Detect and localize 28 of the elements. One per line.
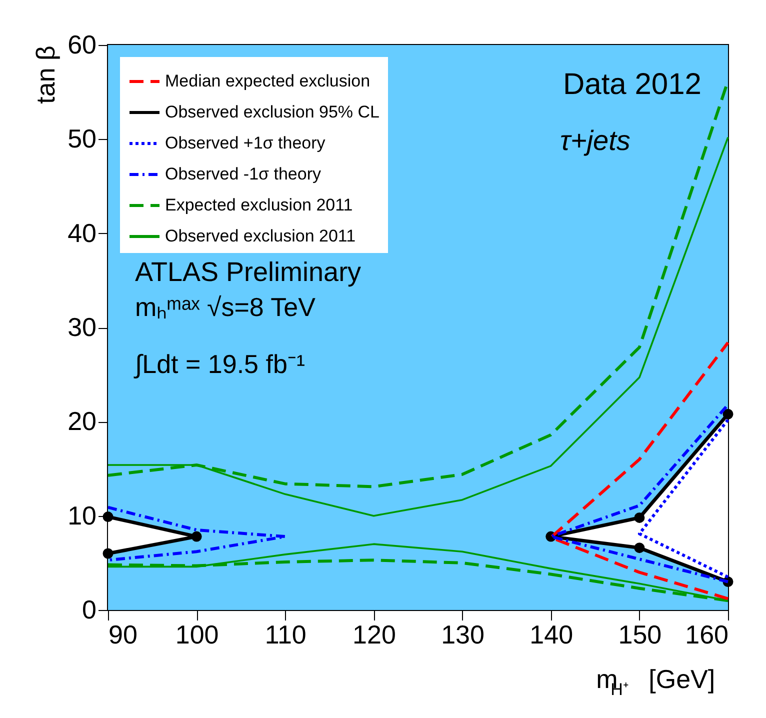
legend-label: Expected exclusion 2011 [165, 196, 353, 214]
x-tick-label: 140 [530, 620, 574, 650]
legend-label: Observed -1σ theory [165, 164, 322, 184]
annotation: mₕᵐᵃˣ √s=8 TeV [135, 292, 316, 322]
y-tick-label: 40 [68, 218, 96, 248]
y-tick-label: 20 [68, 406, 96, 436]
annotation: Data 2012 [563, 68, 702, 101]
y-tick-label: 50 [68, 124, 96, 154]
x-tick-label: 90 [108, 620, 138, 650]
y-tick-label: 60 [68, 30, 96, 60]
y-axis-title: tan β [30, 46, 61, 104]
annotation: ∫Ldt = 19.5 fb⁻¹ [133, 349, 306, 379]
x-tick-label: 110 [264, 620, 306, 650]
legend-label: Observed exclusion 95% CL [165, 102, 380, 122]
legend-label: Median expected exclusion [165, 72, 370, 90]
annotation: ATLAS Preliminary [135, 257, 362, 287]
x-tick-label: 150 [618, 620, 662, 650]
legend-label: Observed exclusion 2011 [165, 226, 356, 246]
annotation: τ+jets [560, 125, 630, 156]
y-tick-label: 10 [68, 500, 96, 530]
x-tick-label: 100 [175, 620, 219, 650]
line-series [106, 506, 287, 562]
legend-label: Observed +1σ theory [165, 134, 326, 152]
y-tick-label: 30 [68, 312, 96, 342]
x-tick-label: 120 [352, 620, 396, 650]
x-tick-label: 160 [685, 620, 728, 650]
y-tick-label: 0 [82, 594, 96, 624]
x-tick-label: 130 [441, 620, 484, 650]
